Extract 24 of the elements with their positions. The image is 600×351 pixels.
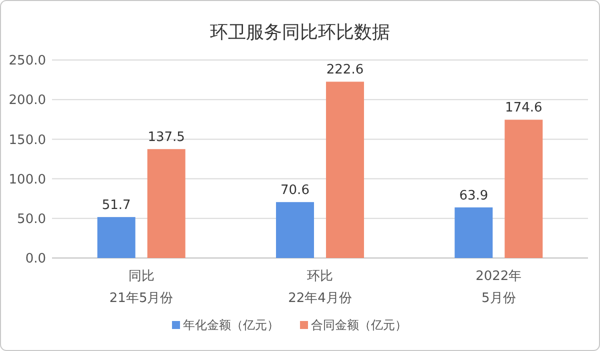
x-tick-label: 同比 21年5月份	[109, 269, 174, 306]
chart-title: 环卫服务同比环比数据	[210, 22, 390, 43]
bar	[276, 202, 314, 258]
bar	[147, 149, 186, 258]
data-label: 63.9	[459, 188, 488, 204]
legend-label: 合同金额（亿元）	[311, 318, 407, 332]
bar	[97, 217, 136, 258]
x-tick-label: 环比 22年4月份	[288, 269, 352, 306]
y-tick-label: 50.0	[17, 212, 46, 227]
bar	[504, 120, 543, 258]
y-tick-label: 0.0	[25, 252, 46, 267]
data-label: 51.7	[102, 198, 131, 214]
data-label: 222.6	[326, 62, 364, 78]
bar	[326, 82, 364, 258]
x-tick-label: 2022年 5月份	[476, 269, 522, 306]
y-tick-label: 250.0	[8, 54, 46, 69]
data-label: 70.6	[280, 183, 310, 198]
y-tick-label: 150.0	[8, 132, 46, 148]
data-label: 137.5	[148, 130, 185, 146]
bar	[454, 207, 493, 258]
y-tick-label: 100.0	[8, 172, 46, 188]
legend-label: 年化金额（亿元）	[183, 318, 279, 332]
data-label: 174.6	[505, 100, 542, 116]
y-tick-label: 200.0	[8, 93, 46, 108]
